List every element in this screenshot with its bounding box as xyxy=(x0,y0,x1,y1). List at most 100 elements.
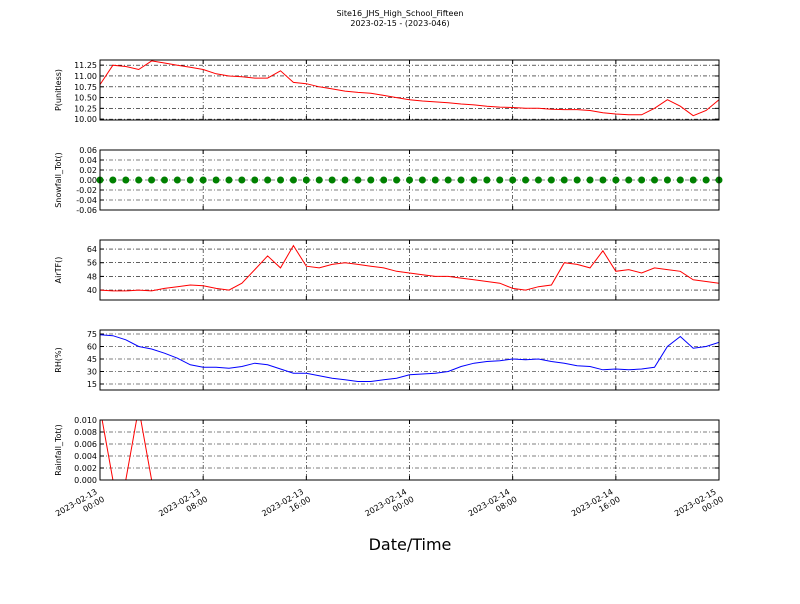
y-tick-label: 11.25 xyxy=(74,61,97,70)
marker xyxy=(586,176,594,184)
y-tick-label: 56 xyxy=(87,259,97,268)
y-tick-label: 10.75 xyxy=(74,83,97,92)
y-axis-label: RH(%) xyxy=(54,347,63,372)
marker xyxy=(122,176,130,184)
plot-frame xyxy=(99,149,720,211)
y-tick-label: 0.008 xyxy=(74,428,97,437)
marker xyxy=(212,176,220,184)
marker xyxy=(547,176,555,184)
y-tick-label: 0.004 xyxy=(74,452,97,461)
marker xyxy=(367,176,375,184)
y-tick-label: 0.04 xyxy=(79,156,97,165)
series-line xyxy=(100,334,719,382)
y-axis-label: P(unitless) xyxy=(54,69,63,111)
y-tick-label: 45 xyxy=(87,355,97,364)
marker xyxy=(238,176,246,184)
x-tick-label: 2023-02-15 00:00 xyxy=(673,486,725,527)
marker xyxy=(160,176,168,184)
plot-frame xyxy=(99,239,720,301)
y-tick-label: -0.06 xyxy=(76,206,97,215)
plot-frame xyxy=(99,59,720,121)
marker xyxy=(689,176,697,184)
marker xyxy=(612,176,620,184)
y-tick-label: 60 xyxy=(87,343,97,352)
marker xyxy=(676,176,684,184)
marker xyxy=(457,176,465,184)
y-axis-label: Snowfall_Tot() xyxy=(54,152,63,208)
y-tick-label: 48 xyxy=(87,272,97,281)
marker xyxy=(560,176,568,184)
marker xyxy=(444,176,452,184)
y-tick-label: 0.010 xyxy=(74,416,97,425)
marker xyxy=(341,176,349,184)
marker xyxy=(302,176,310,184)
marker xyxy=(483,176,491,184)
series-line xyxy=(100,244,719,292)
y-tick-label: 10.00 xyxy=(74,115,97,124)
y-tick-label: 40 xyxy=(87,286,97,295)
y-tick-label: 75 xyxy=(87,330,97,339)
y-tick-label: -0.04 xyxy=(76,196,97,205)
marker xyxy=(135,176,143,184)
series-line xyxy=(100,60,719,117)
marker xyxy=(354,176,362,184)
x-tick-label: 2023-02-14 16:00 xyxy=(570,486,622,527)
y-tick-label: 0.002 xyxy=(74,464,97,473)
y-tick-label: 0.000 xyxy=(74,476,97,485)
y-tick-label: 10.25 xyxy=(74,104,97,113)
marker xyxy=(328,176,336,184)
marker xyxy=(431,176,439,184)
marker xyxy=(173,176,181,184)
marker xyxy=(393,176,401,184)
plot-frame xyxy=(99,419,720,481)
marker xyxy=(638,176,646,184)
marker xyxy=(651,176,659,184)
x-tick-label: 2023-02-13 08:00 xyxy=(157,486,209,527)
marker xyxy=(522,176,530,184)
marker xyxy=(496,176,504,184)
y-tick-label: 10.50 xyxy=(74,94,97,103)
marker xyxy=(599,176,607,184)
y-tick-label: 0.06 xyxy=(79,146,97,155)
x-tick-label: 2023-02-14 00:00 xyxy=(364,486,416,527)
marker xyxy=(109,176,117,184)
marker xyxy=(315,176,323,184)
chart-subtitle: 2023-02-15 - (2023-046) xyxy=(350,19,449,28)
x-tick-label: 2023-02-13 00:00 xyxy=(54,486,106,527)
y-tick-label: 0.006 xyxy=(74,440,97,449)
marker xyxy=(573,176,581,184)
marker xyxy=(663,176,671,184)
marker xyxy=(186,176,194,184)
y-tick-label: 11.00 xyxy=(74,72,97,81)
marker xyxy=(380,176,388,184)
y-tick-label: 64 xyxy=(87,245,97,254)
marker xyxy=(625,176,633,184)
x-axis-label: Date/Time xyxy=(369,535,452,554)
marker xyxy=(148,176,156,184)
marker xyxy=(418,176,426,184)
marker xyxy=(251,176,259,184)
y-axis-label: AirTF() xyxy=(54,257,63,284)
marker xyxy=(289,176,297,184)
y-axis-label: Rainfall_Tot() xyxy=(54,424,63,476)
y-tick-label: -0.02 xyxy=(76,186,97,195)
marker xyxy=(702,176,710,184)
marker xyxy=(509,176,517,184)
y-tick-label: 0.02 xyxy=(79,166,97,175)
y-tick-label: 30 xyxy=(87,368,97,377)
y-tick-label: 0.00 xyxy=(79,176,97,185)
marker xyxy=(199,176,207,184)
marker xyxy=(264,176,272,184)
marker xyxy=(225,176,233,184)
chart-title: Site16_JHS_High_School_Fifteen xyxy=(337,9,464,18)
marker xyxy=(534,176,542,184)
plot-frame xyxy=(99,329,720,391)
x-tick-label: 2023-02-13 16:00 xyxy=(260,486,312,527)
marker xyxy=(406,176,413,184)
y-tick-label: 15 xyxy=(87,380,97,389)
marker xyxy=(470,176,478,184)
marker xyxy=(277,176,285,184)
x-tick-label: 2023-02-14 08:00 xyxy=(467,486,519,527)
